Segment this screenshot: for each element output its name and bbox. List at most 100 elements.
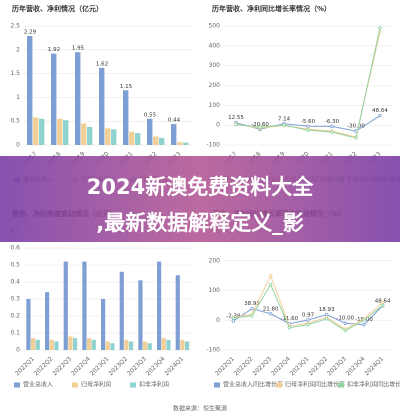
bar [81,123,87,145]
y-tick-label: 2 [16,46,20,53]
legend-swatch [276,382,282,388]
bar [27,35,33,145]
y-tick-label: -100 [206,142,220,149]
point [343,321,348,325]
chart-title: 历年营收、净利情况（亿元） [12,4,103,13]
data-label: -5.60 [301,119,316,125]
data-label: -11.60 [280,316,298,322]
legend-swatch [338,382,344,388]
bar [153,136,159,145]
bar [183,142,189,145]
data-label: 1.92 [48,47,60,53]
bar [147,343,152,350]
y-tick-label: 0.1 [10,330,20,337]
legend-swatch [14,382,20,388]
legend-swatch [214,382,220,388]
bar [63,261,68,350]
bar [87,126,93,145]
data-label: 1.15 [120,84,133,90]
legend-label: 扣非净利润同比增长率 [347,381,400,389]
data-label: 21.80 [263,306,279,312]
bar [45,292,50,350]
point [324,317,329,321]
y-tick-label: -100 [206,347,220,354]
bar [49,339,54,350]
point [258,125,262,129]
y-tick-label: 0.5 [10,118,20,125]
y-tick-label: 0 [16,347,20,354]
data-label: 7.14 [278,116,291,122]
legend-label: 扣非净利润 [139,381,169,389]
bar [111,129,117,145]
bar [68,336,73,350]
x-tick-label: 2023Q4 [145,355,167,377]
point [380,300,385,305]
y-tick-label: 100 [209,287,221,294]
point [306,318,310,322]
bar [175,275,180,350]
banner [0,156,400,242]
point [378,113,382,118]
x-tick-label: 2023Q2 [307,355,329,377]
bar [91,339,96,350]
bar [135,133,141,145]
point [330,124,334,129]
y-tick-label: 200 [209,82,221,89]
y-tick-label: 400 [209,42,221,49]
bar [99,67,105,145]
point [362,323,366,327]
x-tick-label: 2024Q1 [163,355,185,377]
x-tick-label: 2022Q2 [233,355,255,377]
y-tick-label: 2.5 [10,23,20,30]
point [324,312,329,317]
source: 数据来源：恒生聚源 [173,405,227,413]
point [268,312,273,316]
point [231,316,236,320]
point [287,325,292,330]
x-tick-label: 2023Q3 [326,355,348,377]
bar [159,137,165,145]
y-tick-label: 500 [209,23,221,30]
bar [129,131,135,145]
x-tick-label: 2022Q1 [214,355,236,377]
bar [147,118,153,145]
bar [143,341,148,350]
banner-line: ,最新数据解释定义_影 [96,211,303,235]
bar [177,142,183,145]
data-label: -30.00 [347,124,365,130]
point [268,273,273,278]
x-tick-label: 2023Q2 [107,355,129,377]
point [231,319,236,323]
bar [31,338,36,350]
legend-label: 营业总收入同比增长率 [223,381,283,389]
y-tick-label: 1.5 [10,70,20,77]
bar [129,341,134,350]
legend-label: 归母净利润同比增长率 [285,381,345,389]
y-tick-label: 0.5 [10,262,20,269]
y-tick-label: 200 [209,257,221,264]
data-label: 38.95 [244,301,260,307]
data-label: 1.95 [72,46,85,52]
x-tick-label: 2022Q2 [33,355,55,377]
bar [171,124,177,145]
data-label: 12.55 [228,115,244,121]
point [343,328,348,333]
data-label: 2.29 [24,29,37,35]
data-label: 1.62 [96,61,108,67]
legend-label: 归母净利润 [81,381,111,389]
y-tick-label: 300 [209,62,221,69]
y-tick-label: 0.4 [10,279,20,286]
bar [161,338,166,350]
bar [26,299,31,350]
data-label: -6.30 [325,119,340,125]
point [250,314,254,318]
bar [73,338,78,350]
y-tick-label: 0.6 [10,245,20,252]
point [362,318,366,322]
bar [180,339,185,350]
data-label: -20.60 [251,122,269,128]
point [250,306,254,311]
bar [157,261,162,350]
y-tick-label: 0 [216,122,220,129]
point [282,123,286,127]
